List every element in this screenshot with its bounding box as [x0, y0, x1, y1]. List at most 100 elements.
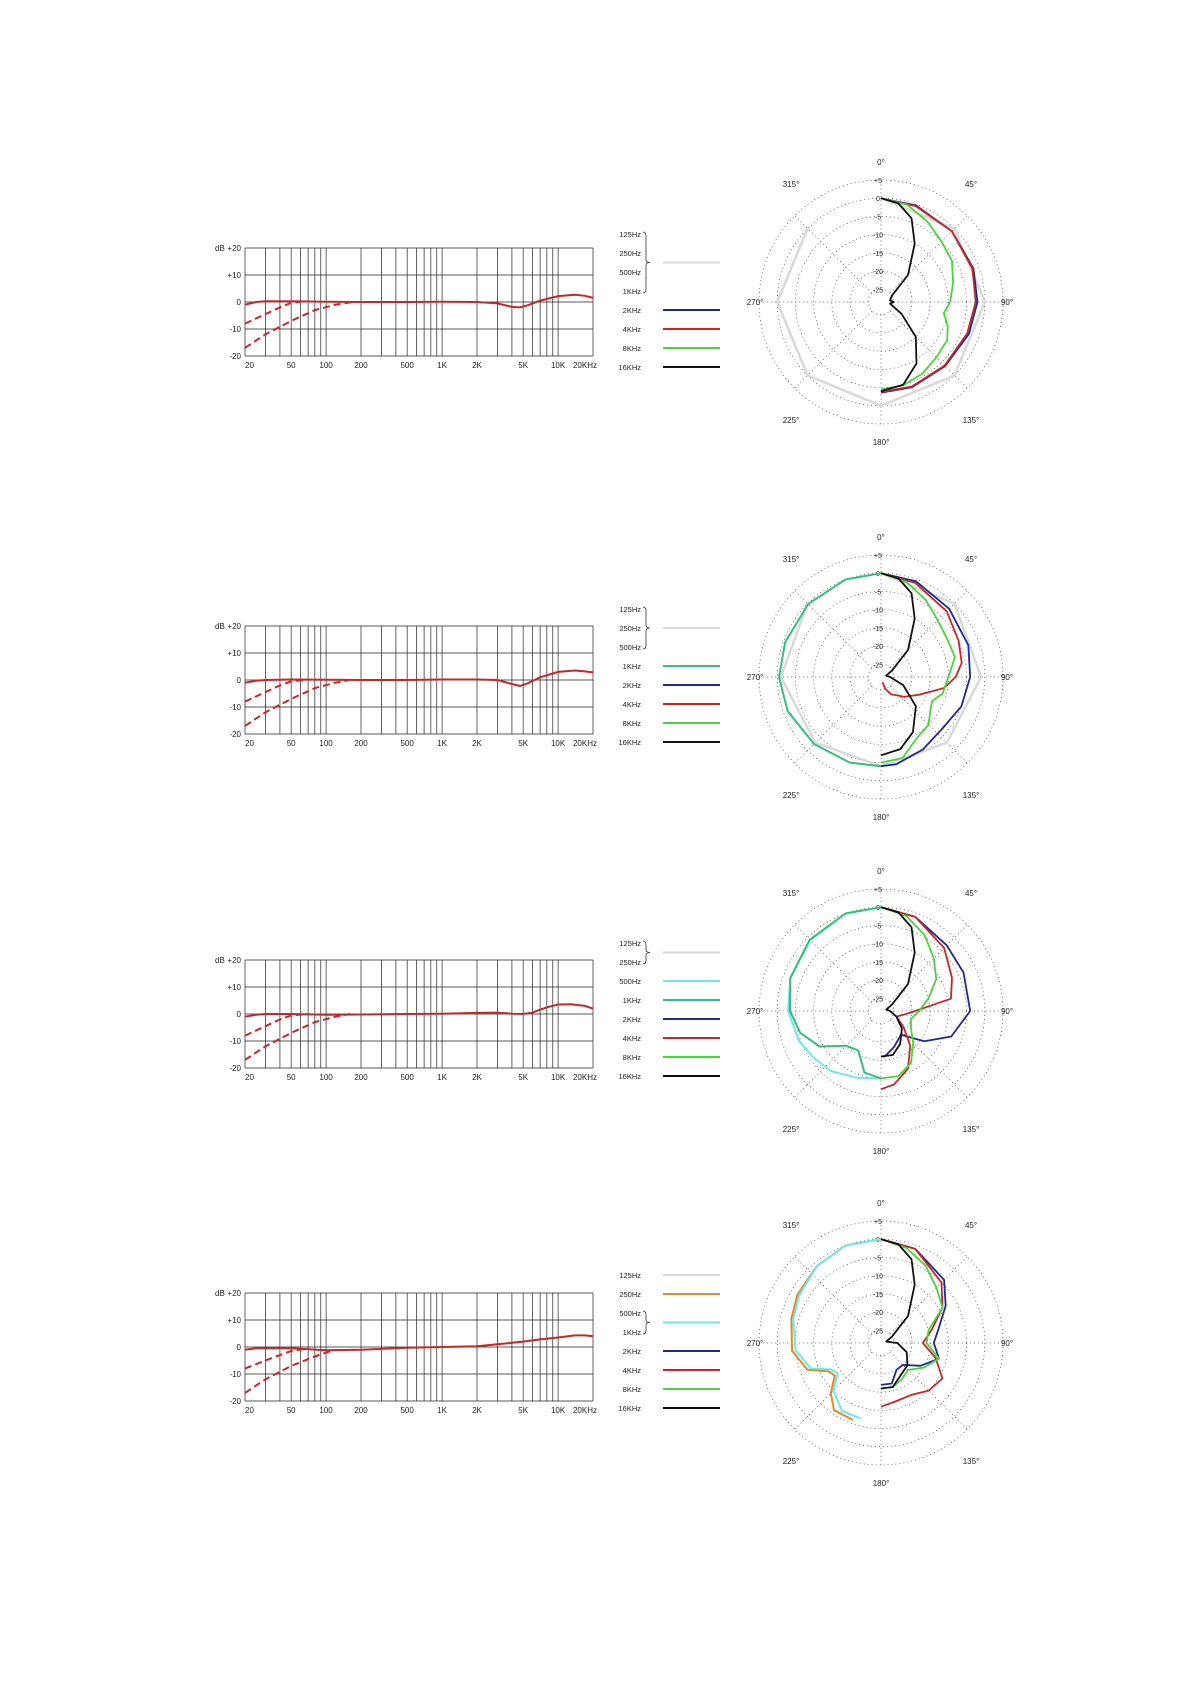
x-tick-label: 50	[287, 1406, 296, 1415]
polar-series-4khz	[880, 906, 953, 1091]
polar-ring	[795, 591, 967, 763]
angle-label: 225°	[783, 416, 800, 425]
ring-label: -25	[873, 662, 883, 669]
x-tick-label: 20	[245, 1406, 254, 1415]
angle-label: 90°	[1001, 1007, 1013, 1016]
y-axis-label: dB	[215, 956, 225, 965]
angle-label: 45°	[965, 180, 977, 189]
x-tick-label: 10K	[551, 739, 566, 748]
polar-series-1khz	[789, 906, 882, 1080]
angle-label: 270°	[747, 298, 764, 307]
angle-label: 90°	[1001, 673, 1013, 682]
legend-label: 16KHz	[618, 738, 641, 747]
legend-label: 8KHz	[623, 344, 642, 353]
angle-label: 315°	[783, 555, 800, 564]
polar-series-4khz	[880, 572, 963, 698]
x-tick-label: 20KHz	[573, 739, 597, 748]
polar-legend: 125Hz 250Hz 500Hz 1KHz 2KHz 4KHz 8KHz 16KHz	[618, 1271, 720, 1413]
polar-series-2khz	[880, 1238, 947, 1386]
angle-label: 180°	[873, 1479, 890, 1488]
polar-series-8khz	[880, 197, 954, 391]
angle-label: 45°	[965, 1221, 977, 1230]
angle-label: 315°	[783, 889, 800, 898]
x-tick-label: 50	[287, 361, 296, 370]
x-tick-label: 20	[245, 739, 254, 748]
y-tick-label: -20	[229, 730, 241, 739]
x-tick-label: 1K	[437, 1406, 447, 1415]
ring-label: +5	[874, 1219, 882, 1226]
polar-spoke	[889, 924, 968, 1003]
ring-label: -5	[875, 923, 881, 930]
polar-series-16khz	[880, 1238, 916, 1390]
ring-label: 0	[876, 196, 880, 203]
frequency-response-chart: +20 +10 0 -10 -20 dB 20 50 100 200 500 1K 2K 5K 10K 20K…	[215, 1289, 597, 1415]
legend-label: 500Hz	[619, 977, 641, 986]
y-tick-label: -10	[229, 1370, 241, 1379]
polar-ring	[849, 1311, 913, 1375]
polar-pattern-chart: +50-5-10-15-20-250°45°90°135°180°225°270…	[747, 158, 1013, 447]
y-tick-label: 0	[237, 1343, 242, 1352]
x-tick-label: 100	[319, 739, 333, 748]
x-tick-label: 20	[245, 361, 254, 370]
polar-spoke	[794, 310, 873, 389]
polar-series-1khz	[778, 572, 882, 768]
ring-label: -25	[873, 287, 883, 294]
legend-label: 4KHz	[623, 700, 642, 709]
polar-series-8khz	[880, 572, 956, 764]
x-tick-label: 500	[400, 1073, 414, 1082]
polar-spoke	[889, 1256, 968, 1335]
ring-label: -10	[873, 608, 883, 615]
polar-series-16khz	[880, 572, 917, 757]
legend-label: 2KHz	[623, 681, 642, 690]
polar-legend: 125Hz 250Hz 500Hz 1KHz 2KHz 4KHz 8KHz 16KHz	[618, 939, 720, 1081]
polar-series-4khz	[880, 197, 977, 393]
y-tick-label: -20	[229, 352, 241, 361]
ring-label: -15	[873, 960, 883, 967]
angle-label: 45°	[965, 889, 977, 898]
polar-ring	[758, 554, 1004, 800]
x-tick-label: 2K	[472, 739, 482, 748]
legend-label: 16KHz	[618, 363, 641, 372]
low-cut-curve	[244, 1347, 309, 1370]
x-tick-label: 200	[354, 739, 368, 748]
legend-brace	[642, 606, 651, 650]
angle-label: 225°	[783, 1125, 800, 1134]
polar-pattern-chart: +50-5-10-15-20-250°45°90°135°180°225°270…	[747, 533, 1013, 822]
legend-label: 500Hz	[619, 1309, 641, 1318]
polar-ring	[831, 1293, 931, 1393]
x-tick-label: 20	[245, 1073, 254, 1082]
angle-label: 0°	[877, 867, 885, 876]
low-cut-curve	[244, 1350, 332, 1394]
x-tick-label: 20KHz	[573, 1406, 597, 1415]
ring-label: -15	[873, 1292, 883, 1299]
y-tick-label: +20	[227, 1289, 241, 1298]
polar-ring	[813, 1275, 949, 1411]
y-tick-label: +20	[227, 244, 241, 253]
legend-label: 4KHz	[623, 1366, 642, 1375]
x-tick-label: 20KHz	[573, 361, 597, 370]
polar-series-2khz	[880, 197, 979, 394]
low-cut-curve	[244, 679, 350, 727]
legend-label: 4KHz	[623, 325, 642, 334]
x-tick-label: 100	[319, 1406, 333, 1415]
legend-label: 250Hz	[619, 958, 641, 967]
x-tick-label: 5K	[518, 739, 528, 748]
y-tick-label: +10	[227, 983, 241, 992]
angle-label: 315°	[783, 1221, 800, 1230]
y-tick-label: -10	[229, 703, 241, 712]
angle-label: 0°	[877, 158, 885, 167]
angle-label: 0°	[877, 1199, 885, 1208]
legend-label: 1KHz	[623, 996, 642, 1005]
x-tick-label: 5K	[518, 1073, 528, 1082]
ring-label: -20	[873, 978, 883, 985]
x-tick-label: 100	[319, 361, 333, 370]
legend-label: 2KHz	[623, 306, 642, 315]
polar-series-16khz	[880, 197, 918, 393]
ring-label: -15	[873, 251, 883, 258]
legend-brace	[642, 940, 651, 965]
x-tick-label: 10K	[551, 1073, 566, 1082]
legend-brace	[642, 231, 651, 294]
polar-legend: 125Hz 250Hz 500Hz 1KHz 2KHz 4KHz 8KHz 16KHz	[618, 230, 720, 372]
